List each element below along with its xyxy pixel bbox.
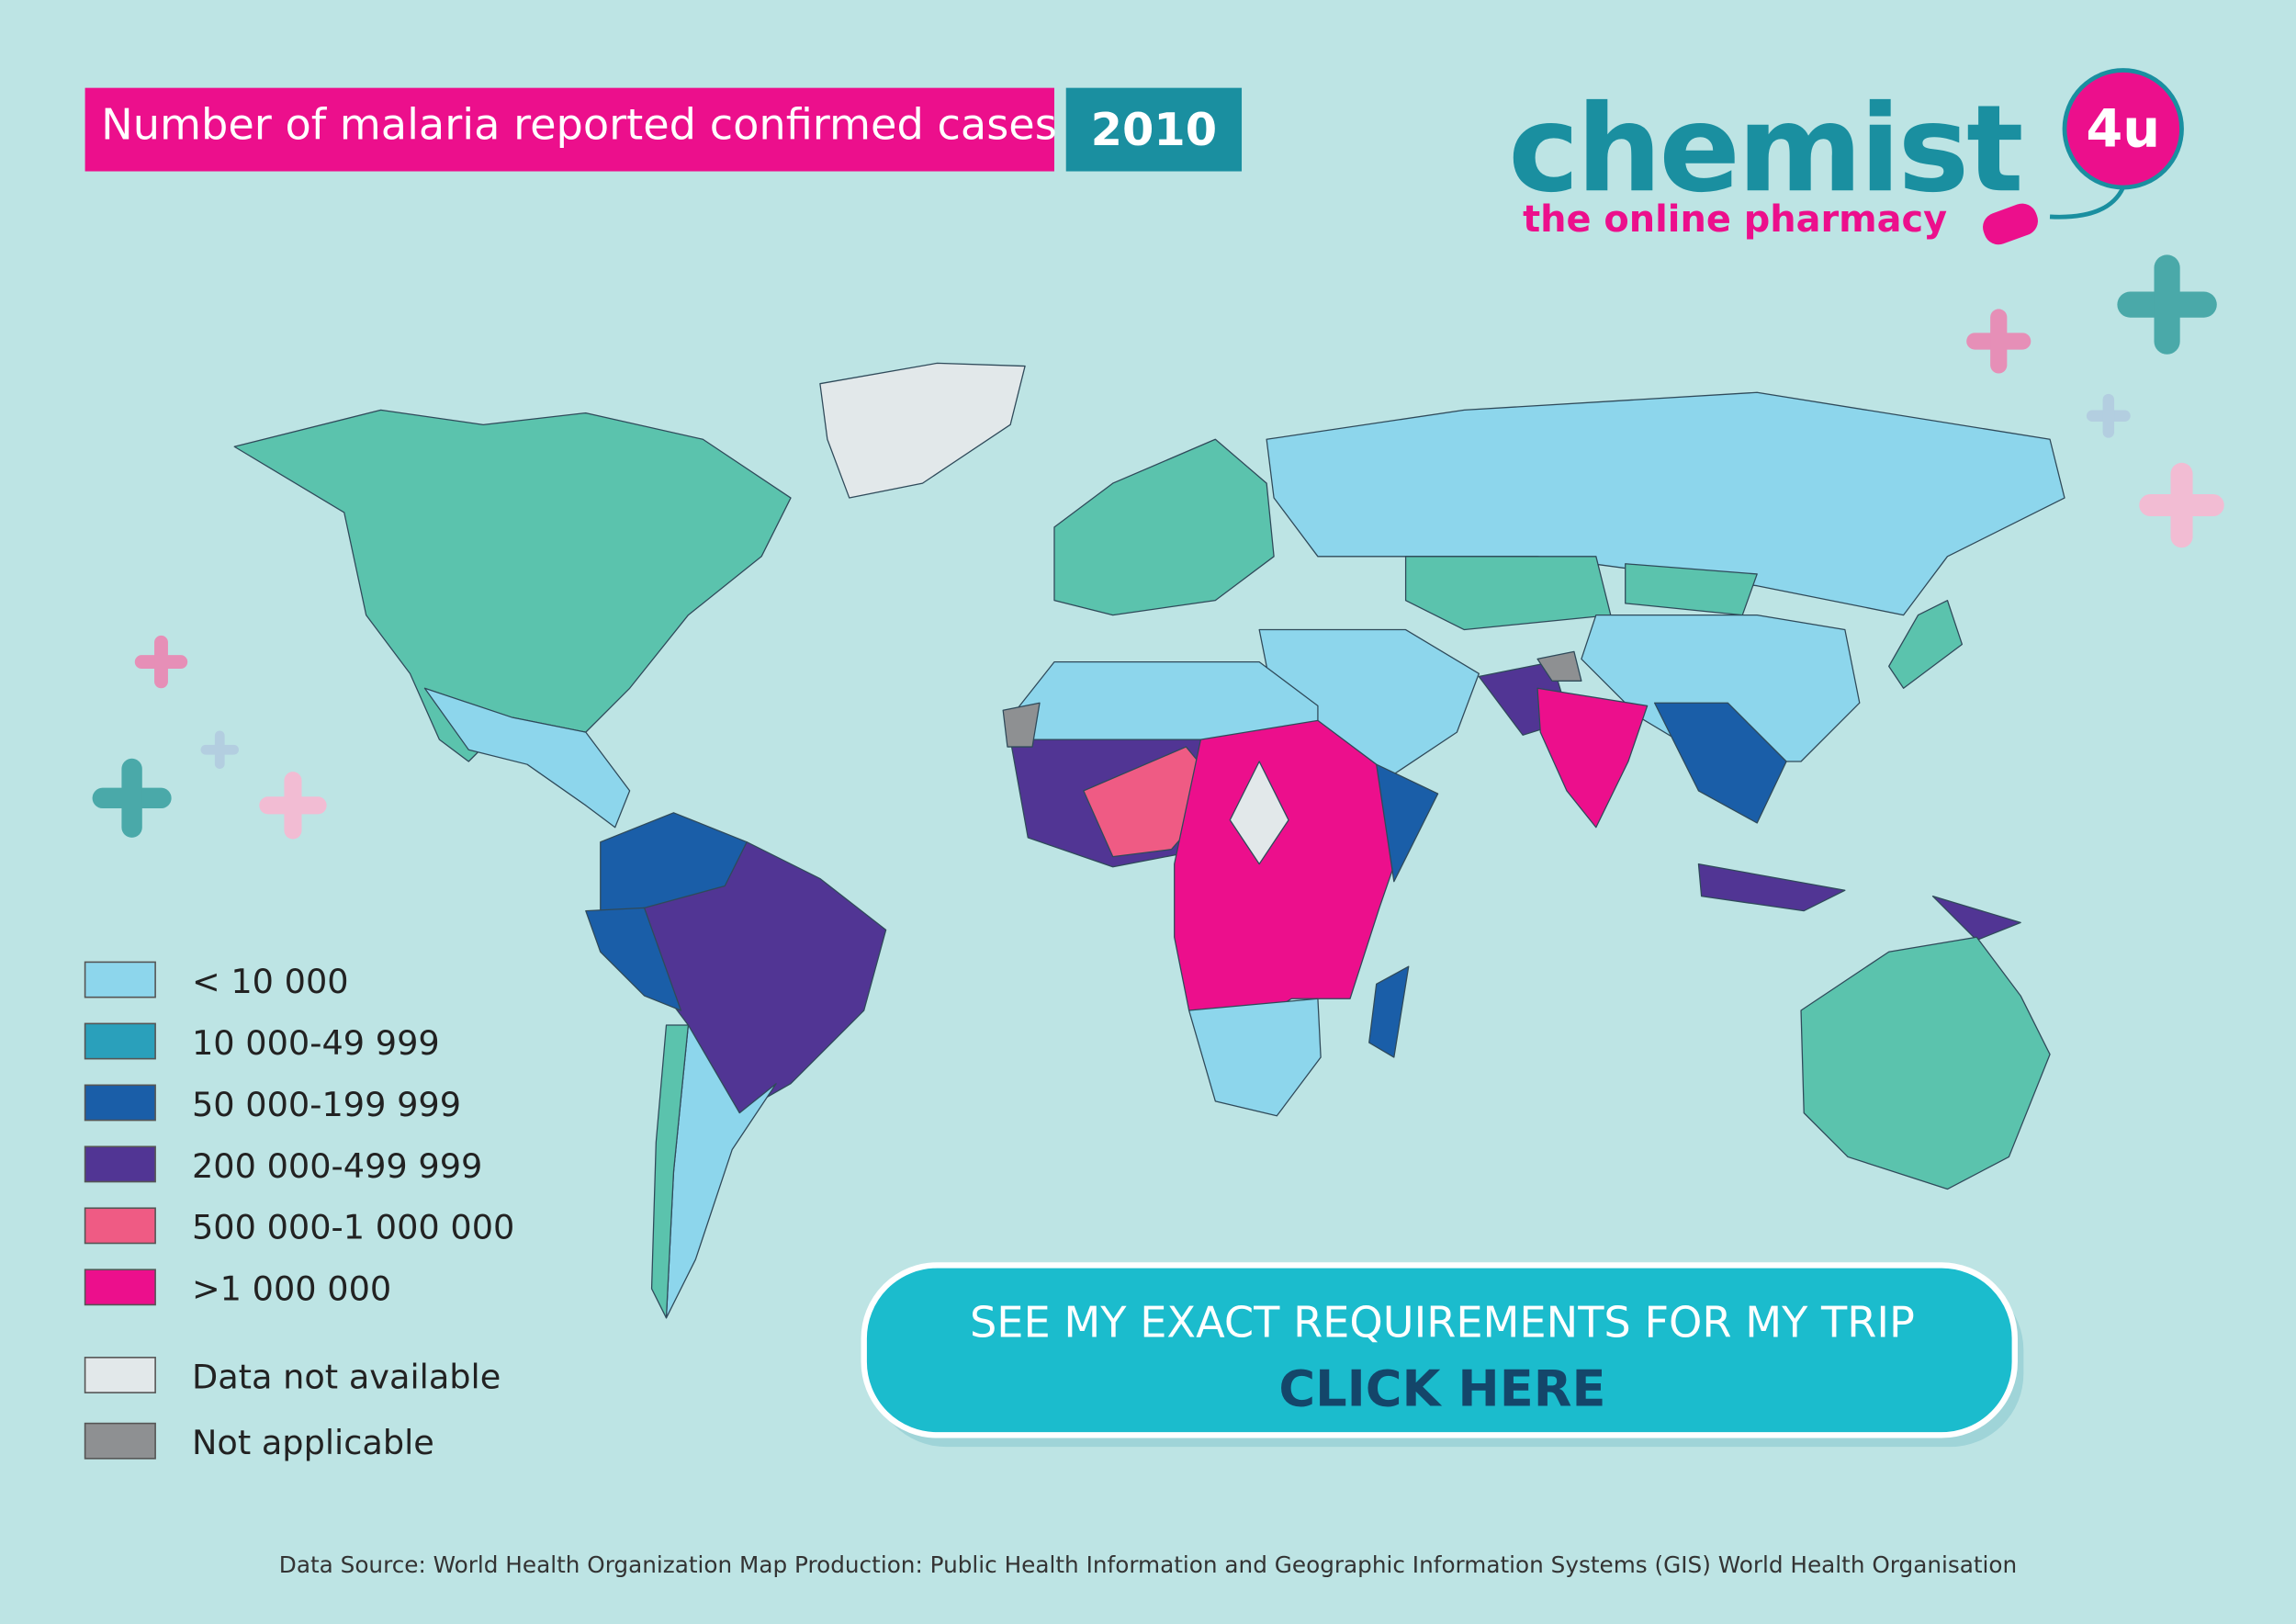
logo-cable — [2049, 186, 2125, 220]
source: Data Source: World Health Organization M… — [279, 1551, 2017, 1578]
country-region — [650, 1024, 690, 1319]
legend-swatch — [84, 1207, 156, 1245]
logo-badge-text: 4u — [2086, 97, 2160, 159]
plus-v — [154, 635, 168, 689]
legend-label: 10 000-49 999 — [192, 1023, 440, 1063]
legend-swatch — [84, 1022, 156, 1060]
country-region — [1376, 763, 1439, 883]
legend-label: 500 000-1 000 000 — [192, 1208, 514, 1247]
legend-swatch — [84, 1145, 156, 1183]
title: Number of malaria reported confirmed cas… — [101, 99, 1057, 149]
country-region — [1697, 863, 1846, 912]
country-region — [1888, 599, 1964, 689]
button-line2[interactable]: CLICK HERE — [1278, 1359, 1605, 1417]
logo-tagline: the online pharmacy — [1523, 198, 1947, 241]
country-region — [1188, 998, 1322, 1117]
plus-v — [1990, 309, 2008, 374]
year-box — [1065, 87, 1243, 172]
legend-label: < 10 000 — [192, 962, 349, 1001]
legend-swatch — [84, 961, 156, 998]
country-region — [1581, 614, 1861, 762]
cta-button[interactable]: SEE MY EXACT REQUIREMENTS FOR MY TRIP CL… — [861, 1262, 2024, 1448]
country-region — [1404, 556, 1612, 631]
logo-pill — [1983, 203, 2038, 245]
legend-label: 50 000-199 999 — [192, 1085, 461, 1124]
legend-swatch — [84, 1269, 156, 1306]
plus-v — [284, 772, 302, 840]
legend-swatch — [84, 1357, 156, 1393]
country-region — [1266, 391, 2065, 616]
country-region — [1536, 687, 1649, 829]
country-region — [1536, 650, 1582, 682]
legend-swatch — [84, 1084, 156, 1122]
plus-v — [2170, 462, 2193, 548]
plus-v — [2102, 393, 2115, 438]
button-body[interactable] — [861, 1262, 2018, 1438]
legend-label: 200 000-499 999 — [192, 1146, 482, 1186]
legend-swatch — [84, 1422, 156, 1460]
plus-v — [2154, 254, 2180, 355]
country-region — [233, 409, 792, 762]
world-map — [233, 362, 2065, 1319]
plus-v — [121, 758, 142, 838]
plus-v — [214, 730, 225, 769]
decorations — [92, 254, 2224, 840]
legend-label: >1 000 000 — [192, 1269, 391, 1309]
country-region — [1800, 936, 2051, 1190]
button-line1[interactable]: SEE MY EXACT REQUIREMENTS FOR MY TRIP — [970, 1298, 1915, 1348]
legend-label: Data not available — [192, 1357, 501, 1396]
logo-name: chemist — [1508, 79, 2021, 219]
country-region — [1653, 702, 1787, 824]
country-region — [1368, 965, 1410, 1058]
country-region — [1174, 719, 1410, 1029]
country-region — [1931, 896, 2021, 942]
legend: < 10 000 10 000-49 999 50 000-199 999 200 0… — [84, 961, 514, 1462]
country-region — [819, 362, 1026, 499]
logo-badge — [2062, 68, 2184, 190]
country-region — [585, 907, 682, 1011]
country-region — [1002, 702, 1041, 748]
year: 2010 — [1091, 103, 1218, 156]
country-region — [423, 687, 631, 829]
title-box — [84, 87, 1054, 172]
country-region — [1053, 438, 1275, 616]
country-region — [1229, 761, 1289, 865]
legend-label: Not applicable — [192, 1423, 434, 1462]
